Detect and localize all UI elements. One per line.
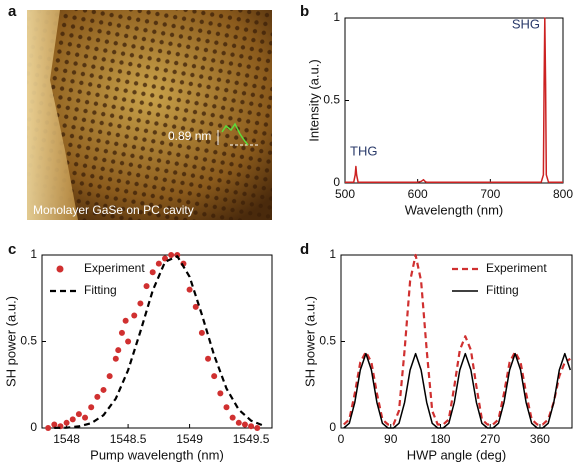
data-point	[94, 393, 101, 400]
data-point	[198, 329, 205, 336]
y-tick-label: 1	[30, 247, 37, 261]
data-point	[115, 347, 122, 354]
data-point	[131, 312, 138, 319]
data-point	[248, 423, 255, 430]
x-axis-label: HWP angle (deg)	[407, 447, 506, 462]
x-tick-label: 360	[530, 432, 550, 446]
data-point	[205, 355, 212, 362]
plot-frame	[344, 17, 564, 184]
y-tick-label: 1	[333, 10, 340, 24]
data-point	[75, 411, 82, 418]
legend-label: Experiment	[84, 261, 145, 275]
data-point	[69, 416, 76, 423]
data-point	[45, 425, 52, 431]
y-axis-label: SH power (a.u.)	[3, 296, 18, 387]
x-tick-label: 1548.5	[110, 432, 147, 446]
legend-label: Fitting	[84, 283, 117, 297]
data-point	[254, 425, 261, 431]
data-point	[186, 286, 193, 293]
afm-image	[27, 10, 272, 220]
data-point	[88, 404, 95, 411]
data-point	[143, 283, 150, 290]
x-tick-label: 0	[338, 432, 345, 446]
data-point	[155, 260, 162, 267]
data-point	[122, 317, 129, 324]
x-tick-label: 1549	[176, 432, 203, 446]
data-point	[137, 300, 144, 307]
x-tick-label: 1548	[53, 432, 80, 446]
image-caption: Monolayer GaSe on PC cavity	[33, 203, 194, 217]
data-point	[168, 252, 175, 258]
panel-letter: d	[300, 241, 309, 258]
legend-marker	[56, 265, 64, 273]
panel-letter: b	[300, 3, 309, 20]
data-point	[112, 355, 119, 362]
series-line	[54, 255, 264, 429]
data-point	[223, 404, 230, 411]
x-tick-label: 90	[384, 432, 398, 446]
y-tick-label: 0	[333, 175, 340, 189]
plot-frame	[340, 254, 573, 429]
series-line	[343, 352, 572, 429]
data-point	[241, 421, 248, 428]
series-line	[345, 17, 563, 183]
y-tick-label: 0.5	[319, 334, 336, 348]
data-point	[161, 255, 168, 262]
data-point	[229, 414, 236, 421]
plot-frame	[41, 254, 273, 429]
y-tick-label: 0.5	[20, 334, 37, 348]
data-point	[217, 390, 224, 397]
x-tick-label: 700	[480, 187, 500, 201]
x-tick-label: 600	[408, 187, 428, 201]
data-point	[100, 386, 107, 393]
data-point	[149, 269, 156, 276]
data-point	[82, 414, 89, 421]
panel-letter: a	[8, 3, 17, 20]
y-axis-label: SH power (a.u.)	[302, 296, 317, 387]
y-tick-label: 1	[329, 247, 336, 261]
data-point	[118, 329, 125, 336]
x-tick-label: 270	[480, 432, 500, 446]
panel-letter: c	[8, 241, 16, 258]
y-tick-label: 0.5	[323, 93, 340, 107]
x-tick-label: 180	[430, 432, 450, 446]
data-point	[106, 373, 113, 380]
x-tick-label: 800	[553, 187, 573, 201]
x-tick-label: 1549.5	[233, 432, 270, 446]
scale-label: 0.89 nm	[168, 129, 211, 143]
data-point	[211, 373, 218, 380]
data-point	[63, 419, 70, 426]
peak-annotation: SHG	[512, 16, 540, 31]
data-point	[235, 419, 242, 426]
peak-annotation: THG	[350, 143, 377, 158]
y-tick-label: 0	[329, 420, 336, 434]
x-tick-label: 500	[335, 187, 355, 201]
x-axis-label: Wavelength (nm)	[405, 202, 504, 217]
data-point	[125, 338, 132, 345]
x-axis-label: Pump wavelength (nm)	[90, 447, 224, 462]
y-axis-label: Intensity (a.u.)	[306, 59, 321, 141]
data-point	[51, 421, 58, 428]
y-tick-label: 0	[30, 420, 37, 434]
legend-label: Fitting	[486, 283, 519, 297]
series-line	[343, 253, 571, 426]
data-point	[192, 303, 199, 310]
legend-label: Experiment	[486, 261, 547, 275]
